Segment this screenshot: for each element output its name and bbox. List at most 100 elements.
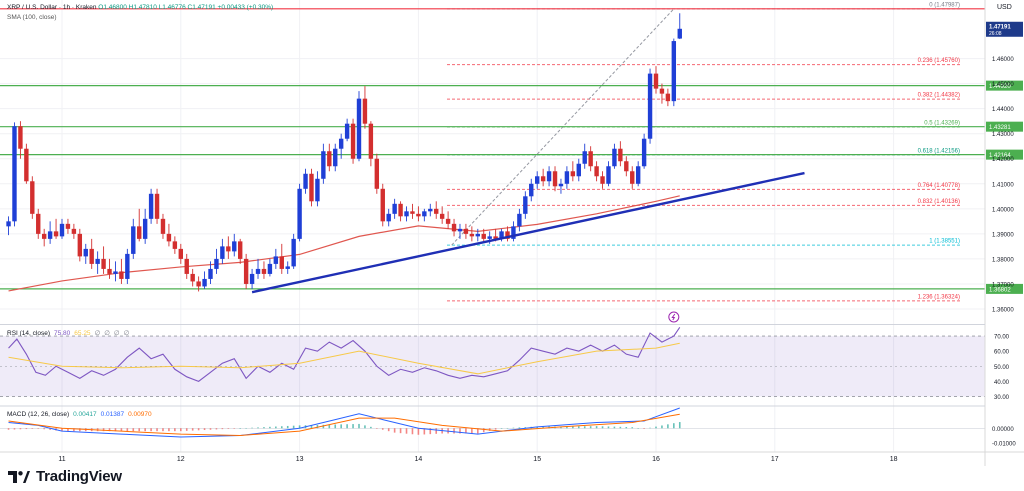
level-price-tag — [986, 121, 1023, 132]
macd-legend-value: 0.00970 — [128, 411, 152, 418]
fib-ratio: 0.832 — [918, 199, 934, 205]
macd-histogram-bar — [381, 428, 384, 430]
macd-histogram-bar — [191, 428, 194, 431]
y-tick-label: 1.41000 — [992, 182, 1014, 188]
fib-ratio: 1 — [929, 239, 933, 245]
y-tick-label: 1.43000 — [992, 132, 1014, 138]
fib-price: 1.38551 — [936, 239, 958, 245]
candle-body — [410, 211, 415, 214]
rsi-y-tick-label: 30.00 — [994, 395, 1010, 401]
tradingview-logo-icon — [8, 470, 30, 483]
macd-histogram-bar — [477, 428, 479, 434]
macd-histogram-bar — [102, 428, 105, 432]
candle-body — [641, 138, 647, 167]
last-price-countdown: 26:08 — [989, 31, 1002, 37]
macd-histogram-bar — [251, 427, 253, 429]
macd-histogram-bar — [7, 428, 10, 430]
candle-body — [624, 161, 629, 172]
candle-body — [362, 98, 368, 124]
candle-body — [249, 273, 255, 284]
axes: 11 12 13 14 15 16 17 181.460001.450001.440001.4… — [0, 0, 1024, 466]
macd-histogram-bar — [518, 427, 521, 429]
macd-histogram-bar — [156, 428, 158, 432]
candle-body — [125, 253, 130, 279]
candle-body — [647, 73, 653, 139]
macd-histogram-bar — [298, 425, 301, 429]
macd-histogram-bar — [661, 425, 663, 429]
fib-price-open: ( — [933, 58, 937, 64]
macd-histogram-bar — [536, 426, 538, 429]
y-tick-label: 1.37000 — [992, 282, 1014, 288]
rsi-ma-line — [8, 342, 680, 375]
candle-body — [535, 176, 540, 184]
candle-body — [582, 151, 587, 164]
candle-body — [196, 281, 201, 287]
candle-body — [113, 271, 118, 274]
chart-header: XRP / U.S. Dollar · 1h · Kraken O1.46800… — [7, 4, 273, 11]
macd-histogram-bar — [263, 427, 265, 429]
candle-body — [273, 256, 279, 264]
macd-histogram-bar — [595, 426, 598, 429]
fib-price-open: ( — [933, 148, 937, 154]
candle-body — [428, 208, 433, 212]
fib-price-close: ) — [958, 294, 960, 300]
macd-histogram-bar — [227, 428, 230, 429]
rsi-y-tick-label: 70.00 — [994, 335, 1010, 341]
fib-price-open: ( — [933, 93, 937, 99]
macd-histogram-bar — [144, 428, 146, 432]
macd-signal-line — [8, 413, 680, 437]
candle-body — [71, 228, 77, 234]
last-price-label: 1.47191 — [989, 24, 1011, 30]
macd-histogram-bar — [328, 424, 331, 429]
macd-histogram-bar — [209, 428, 212, 430]
candle-body — [523, 196, 528, 214]
candle-body — [469, 233, 475, 237]
macd-histogram-bar — [114, 428, 117, 432]
macd-histogram-bar — [453, 428, 455, 434]
candle-body — [368, 123, 374, 159]
candle-body — [594, 166, 599, 177]
lightning-icon — [671, 313, 676, 321]
candle-body — [53, 231, 59, 237]
candle-body — [83, 248, 88, 257]
candle-body — [119, 271, 124, 279]
candle-body — [677, 28, 682, 39]
symbol-title: XRP / U.S. Dollar · 1h · Kraken — [7, 4, 97, 11]
macd-histogram-bar — [583, 426, 586, 429]
candle-body — [392, 203, 397, 214]
macd-histogram-bar — [19, 428, 22, 430]
rsi-y-tick-label: 60.00 — [994, 350, 1010, 356]
candle-body — [552, 171, 558, 187]
macd-histogram-bar — [613, 426, 616, 429]
candle-body — [41, 233, 47, 239]
macd-legend-value: 0.01387 — [101, 411, 125, 418]
macd-legend-value: 0.00417 — [73, 411, 97, 418]
y-tick-label: 1.42000 — [992, 157, 1014, 163]
candle-body — [202, 278, 207, 287]
candle-body — [184, 258, 189, 274]
macd-histogram-bar — [310, 425, 313, 429]
rsi-legend-value: ∅ — [114, 330, 120, 337]
candle-body — [137, 226, 142, 239]
x-tick-label: 17 — [771, 456, 779, 463]
macd-histogram-bar — [138, 428, 141, 432]
macd-histogram-bar — [667, 424, 669, 429]
macd-histogram-bar — [376, 428, 378, 429]
candle-body — [232, 241, 237, 252]
macd-histogram-bar — [126, 428, 129, 432]
macd-histogram-bar — [387, 428, 390, 432]
macd-histogram-bar — [589, 426, 592, 429]
ohlc-values: O1.46800 H1.47810 L1.46776 C1.47191 +0.0… — [98, 4, 274, 11]
fib-level-label: 0.832 (1.40136) — [918, 199, 960, 205]
macd-histogram-bar — [197, 428, 200, 431]
candle-body — [89, 248, 94, 264]
candle-body — [481, 233, 486, 239]
macd-line — [8, 407, 680, 438]
brand: TradingView — [8, 468, 122, 485]
candle-body — [255, 268, 261, 274]
candle-body — [220, 246, 225, 259]
y-tick-label: 1.38000 — [992, 257, 1014, 263]
candle-body — [344, 123, 350, 139]
candle-body — [665, 93, 671, 102]
